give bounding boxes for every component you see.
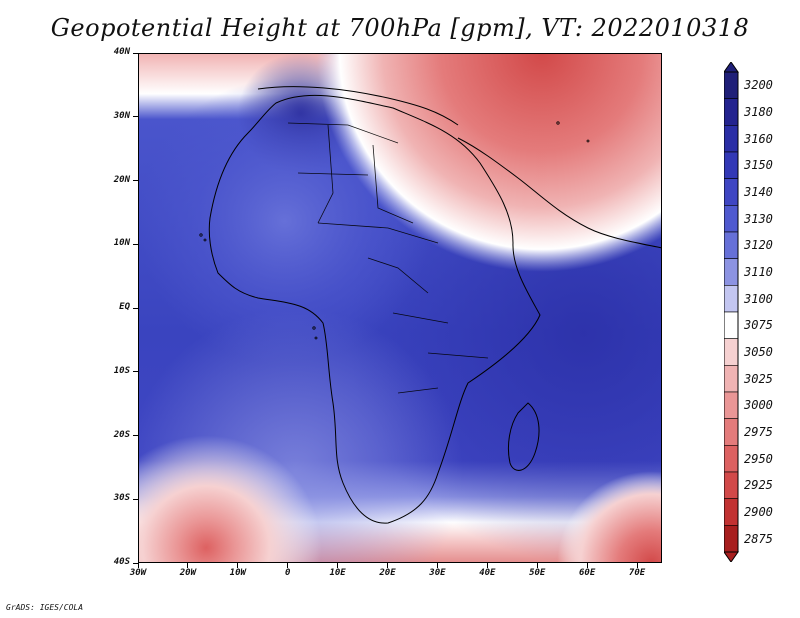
colorbar-swatch [724, 125, 739, 153]
colorbar-swatch [724, 365, 739, 393]
x-tick [237, 563, 239, 568]
y-tick [133, 243, 138, 245]
y-tick [133, 435, 138, 436]
x-tick [486, 563, 488, 568]
africa-coastline [208, 94, 541, 524]
x-tick-label: 70E [628, 568, 646, 578]
x-tick-label: 20E [379, 568, 396, 578]
x-tick-label: 30W [129, 568, 147, 578]
y-tick [133, 116, 138, 118]
colorbar-label: 3050 [744, 345, 773, 359]
colorbar-top-arrow [724, 62, 739, 73]
colorbar-swatch [724, 178, 739, 206]
y-tick-label: 30S [113, 493, 130, 504]
colorbar-label: 2925 [744, 478, 773, 493]
colorbar-swatch [724, 311, 739, 339]
x-tick-label: 0 [284, 568, 291, 578]
x-tick-label: 40E [479, 568, 496, 578]
colorbar-swatch [724, 445, 739, 473]
map-panel[interactable] [138, 53, 662, 563]
colorbar-label: 3000 [744, 398, 773, 413]
y-tick [133, 498, 138, 500]
colorbar-label: 3130 [744, 211, 773, 226]
colorbar-label: 3075 [744, 318, 773, 333]
x-tick-label: 10W [229, 568, 246, 578]
geopotential-height-map[interactable] [138, 53, 662, 563]
page-title: Geopotential Height at 700hPa [gpm], VT:… [50, 14, 750, 42]
y-tick-label: 40N [113, 47, 130, 57]
colorbar-swatch [724, 338, 739, 366]
credit-text: GrADS: IGES/COLA [6, 603, 84, 612]
colorbar-swatch [724, 471, 739, 499]
y-tick-label: 20S [113, 429, 130, 440]
islands [199, 121, 590, 340]
madagascar-coastline [507, 402, 540, 471]
y-tick-label: 10S [113, 365, 130, 376]
colorbar-label: 3140 [744, 185, 773, 199]
colorbar-label: 3160 [744, 131, 773, 146]
colorbar-label: 3150 [744, 158, 773, 173]
colorbar: 3200 3180 3160 3150 3140 3130 3120 3110 3100 3075… [724, 62, 800, 562]
x-tick-label: 50E [529, 568, 546, 578]
mediterranean-coastline [257, 86, 459, 126]
colorbar-label: 3100 [744, 291, 773, 306]
colorbar-label: 2975 [744, 425, 773, 439]
x-tick [287, 563, 289, 568]
colorbar-swatch [724, 71, 739, 99]
colorbar-label: 2950 [744, 451, 773, 466]
x-tick [387, 563, 389, 568]
colorbar-swatch [724, 391, 739, 419]
y-tick [133, 307, 138, 309]
colorbar-swatch [724, 231, 739, 259]
x-tick [536, 563, 538, 568]
x-tick [586, 563, 588, 568]
y-tick-label: 20N [113, 174, 130, 185]
y-tick-label: 30N [113, 110, 130, 121]
x-tick [187, 563, 189, 568]
field-layer-bottom-right-red [138, 53, 662, 563]
colorbar-swatch [724, 418, 739, 446]
colorbar-swatch [724, 498, 739, 526]
colorbar-label: 3120 [744, 238, 773, 253]
x-tick-label: 10E [329, 568, 346, 578]
x-tick-label: 20W [179, 568, 197, 578]
x-tick [337, 563, 339, 568]
x-tick-label: 30E [429, 568, 446, 578]
y-tick [133, 371, 138, 373]
colorbar-swatch [724, 151, 739, 179]
colorbar-swatch [724, 205, 739, 233]
colorbar-swatch [724, 98, 739, 126]
colorbar-label: 3180 [744, 105, 773, 119]
colorbar-svg [724, 62, 739, 562]
x-tick-label: 60E [579, 568, 596, 578]
y-tick-label: EQ [119, 302, 130, 312]
coastlines [208, 86, 662, 524]
colorbar-swatch [724, 285, 739, 313]
y-tick-label: 10N [113, 238, 130, 249]
y-tick-label: 40S [113, 557, 130, 567]
x-tick [137, 563, 139, 568]
colorbar-swatch [724, 525, 739, 553]
y-tick [133, 52, 138, 54]
y-tick [133, 180, 138, 181]
arabia-coastline [457, 137, 662, 249]
colorbar-label: 3200 [744, 78, 773, 93]
colorbar-label: 3110 [744, 265, 773, 279]
y-tick [133, 562, 138, 564]
colorbar-label: 2875 [744, 531, 773, 546]
country-borders [287, 122, 489, 394]
x-tick [436, 563, 438, 568]
colorbar-label: 3025 [744, 371, 773, 386]
x-tick [636, 563, 638, 568]
colorbar-bottom-arrow [724, 551, 739, 562]
colorbar-label: 2900 [744, 505, 773, 519]
colorbar-swatch [724, 258, 739, 286]
